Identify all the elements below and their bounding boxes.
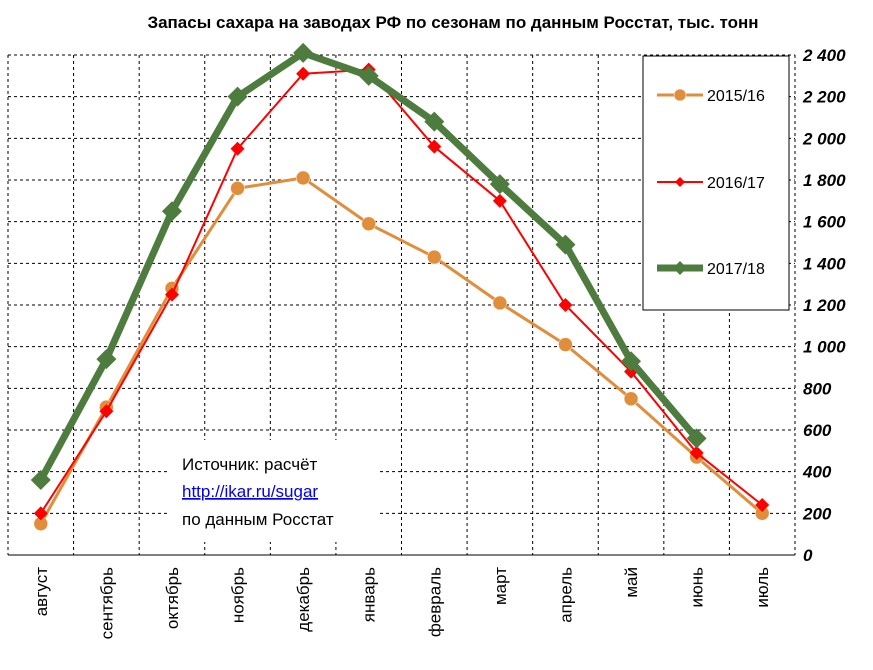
series-0-point-3 <box>230 181 245 196</box>
series-0-point-5 <box>361 216 376 231</box>
legend-label-1: 2016/17 <box>707 175 765 192</box>
series-2-point-6 <box>424 111 445 132</box>
series-1 <box>33 62 770 521</box>
x-tick-label-10: июнь <box>688 567 707 608</box>
source-box-bg <box>170 440 380 542</box>
series-line-1 <box>39 68 763 514</box>
x-tick-label-7: март <box>491 567 510 605</box>
x-tick-label-9: май <box>622 567 641 598</box>
y-tick-label-11: 2 200 <box>802 88 846 107</box>
series-0-point-9 <box>623 391 639 406</box>
series-0-point-8 <box>558 337 573 352</box>
source-link[interactable]: http://ikar.ru/sugar <box>182 482 318 501</box>
source-line1: Источник: расчёт <box>182 455 318 474</box>
x-tick-label-8: апрель <box>556 567 575 623</box>
x-tick-label-1: сентябрь <box>97 567 116 640</box>
series-1-point-4 <box>296 66 311 81</box>
series-1-point-6 <box>427 139 442 154</box>
series-2 <box>30 42 707 490</box>
y-tick-label-4: 800 <box>803 379 832 398</box>
series-line-0 <box>39 176 764 525</box>
y-tick-label-2: 400 <box>802 463 832 482</box>
series-1-point-2 <box>164 287 179 302</box>
y-tick-label-12: 2 400 <box>802 46 846 65</box>
y-tick-label-6: 1 200 <box>803 296 846 315</box>
series-2-point-3 <box>227 86 248 107</box>
series-1-point-7 <box>492 193 507 208</box>
series-2-point-4 <box>293 42 314 63</box>
y-tick-label-3: 600 <box>803 421 832 440</box>
x-tick-label-2: октябрь <box>163 567 182 629</box>
series-lines <box>30 42 770 531</box>
y-tick-label-9: 1 800 <box>803 171 846 190</box>
x-tick-label-3: ноябрь <box>229 567 248 623</box>
legend-label-2: 2017/18 <box>707 261 765 278</box>
y-tick-label-0: 0 <box>803 546 813 565</box>
legend-marker-2 <box>673 261 687 275</box>
legend-marker-1 <box>675 177 685 187</box>
series-1-point-0 <box>33 506 48 521</box>
legend: 2015/16 2016/17 2017/18 <box>642 55 790 311</box>
y-axis-ticks: 0 200 400 600 800 1 000 1 200 1 400 1 600 1 800 2 … <box>802 46 846 565</box>
x-tick-label-0: август <box>32 567 51 616</box>
series-2-point-9 <box>621 351 642 372</box>
source-annotation: Источник: расчёт http://ikar.ru/sugar по… <box>170 440 380 542</box>
y-tick-label-8: 1 600 <box>803 213 846 232</box>
series-2-point-5 <box>358 65 379 86</box>
series-0-point-4 <box>295 170 311 186</box>
series-0-point-6 <box>427 249 442 265</box>
series-1-point-3 <box>230 141 245 156</box>
y-tick-label-7: 1 400 <box>803 254 846 273</box>
source-line3: по данным Росстат <box>182 510 334 529</box>
x-tick-label-11: июль <box>753 567 772 608</box>
series-2-point-0 <box>30 470 51 490</box>
y-tick-label-1: 200 <box>802 504 832 523</box>
x-tick-label-4: декабрь <box>294 567 313 632</box>
series-1-point-10 <box>689 445 704 460</box>
legend-label-0: 2015/16 <box>707 88 765 105</box>
series-0-point-7 <box>492 295 508 311</box>
y-tick-label-5: 1 000 <box>803 338 846 357</box>
series-2-point-10 <box>686 428 707 449</box>
series-2-point-1 <box>96 349 117 370</box>
series-1-point-11 <box>755 498 770 512</box>
series-1-point-8 <box>558 298 573 312</box>
series-2-point-7 <box>489 174 510 195</box>
x-axis-ticks: август сентябрь октябрь ноябрь декабрь январь… <box>32 567 772 640</box>
legend-marker-0 <box>673 88 687 102</box>
x-tick-label-6: февраль <box>425 567 444 637</box>
chart-title: Запасы сахара на заводах РФ по сезонам п… <box>147 13 758 32</box>
y-tick-label-10: 2 000 <box>802 129 846 148</box>
series-2-point-2 <box>161 201 182 222</box>
series-1-point-1 <box>99 404 114 419</box>
series-2-point-8 <box>555 234 576 255</box>
x-tick-label-5: январь <box>360 567 379 622</box>
